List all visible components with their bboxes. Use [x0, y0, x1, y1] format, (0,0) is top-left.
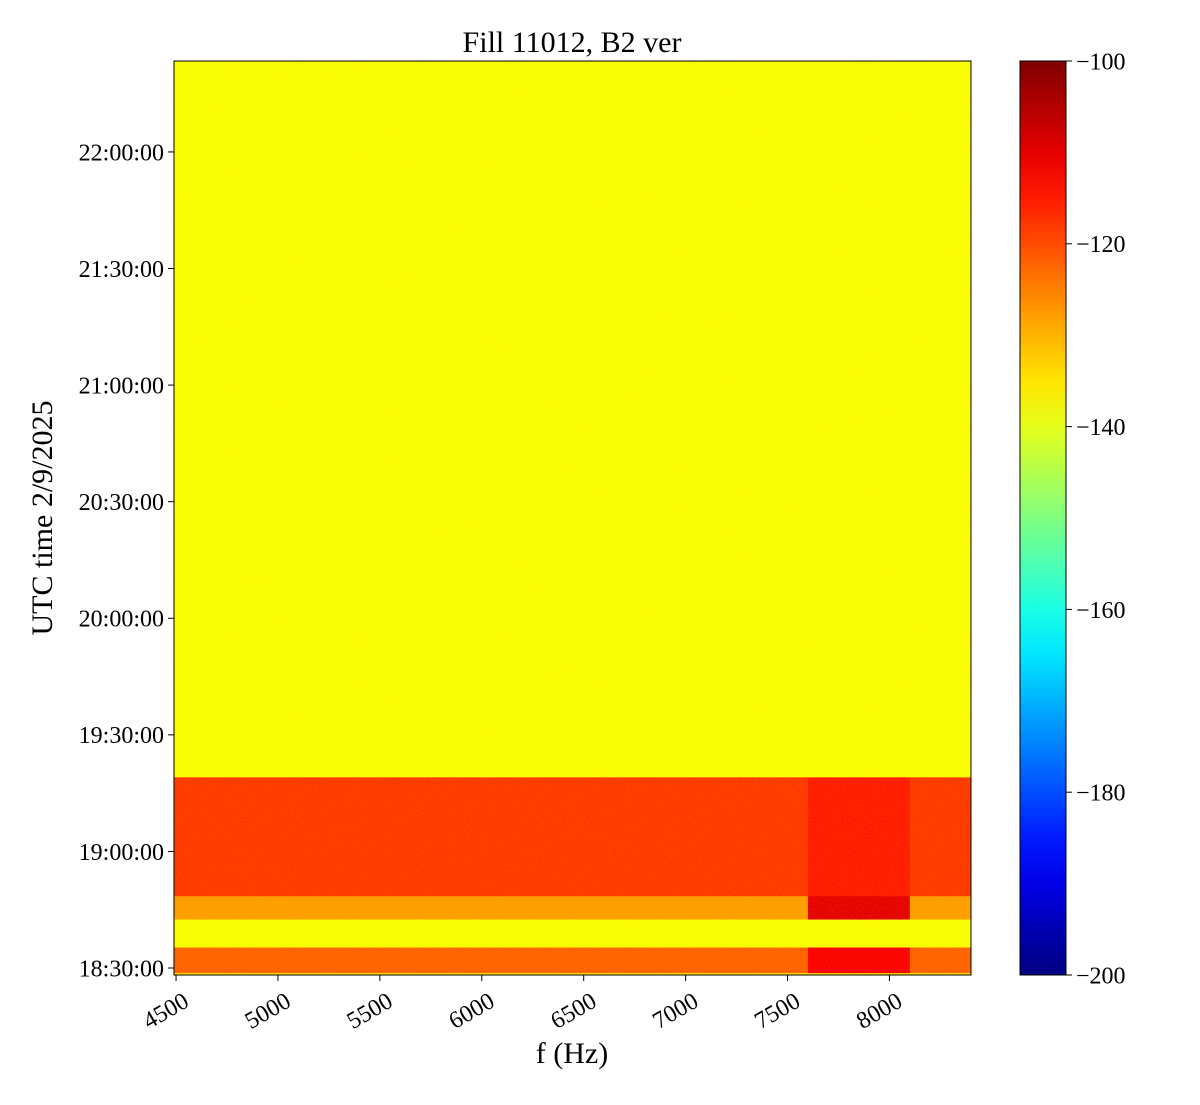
x-tick-label: 8000	[852, 988, 907, 1035]
x-tick-label: 7500	[750, 988, 805, 1035]
x-axis-label: f (Hz)	[536, 1037, 608, 1070]
colorbar-tick-label: −160	[1076, 598, 1126, 624]
y-tick-label: 20:00:00	[79, 607, 164, 633]
y-tick-label: 19:00:00	[79, 840, 164, 866]
x-tick-label: 5500	[343, 988, 398, 1035]
y-tick-label: 19:30:00	[79, 723, 164, 749]
colorbar-tick-label: −100	[1076, 49, 1126, 75]
colorbar-tick-label: −180	[1076, 781, 1126, 807]
colorbar-tick-label: −120	[1076, 232, 1126, 258]
y-tick-label: 20:30:00	[79, 490, 164, 516]
y-tick-label: 21:30:00	[79, 257, 164, 283]
plot-frame	[173, 60, 972, 976]
x-tick-label: 6500	[547, 988, 602, 1035]
colorbar-tick-label: −200	[1076, 963, 1126, 989]
y-tick-label: 22:00:00	[79, 140, 164, 166]
x-tick-label: 7000	[648, 988, 703, 1035]
y-axis-label: UTC time 2/9/2025	[26, 401, 59, 636]
x-tick-label: 5000	[241, 988, 296, 1035]
colorbar-tick-label: −140	[1076, 415, 1126, 441]
y-tick-label: 18:30:00	[79, 956, 164, 982]
texture	[174, 61, 971, 975]
colorbar	[1019, 60, 1067, 976]
x-tick-label: 4500	[139, 988, 194, 1035]
x-tick-label: 6000	[445, 988, 500, 1035]
y-tick-label: 21:00:00	[79, 373, 164, 399]
chart-title: Fill 11012, B2 ver	[463, 26, 682, 59]
